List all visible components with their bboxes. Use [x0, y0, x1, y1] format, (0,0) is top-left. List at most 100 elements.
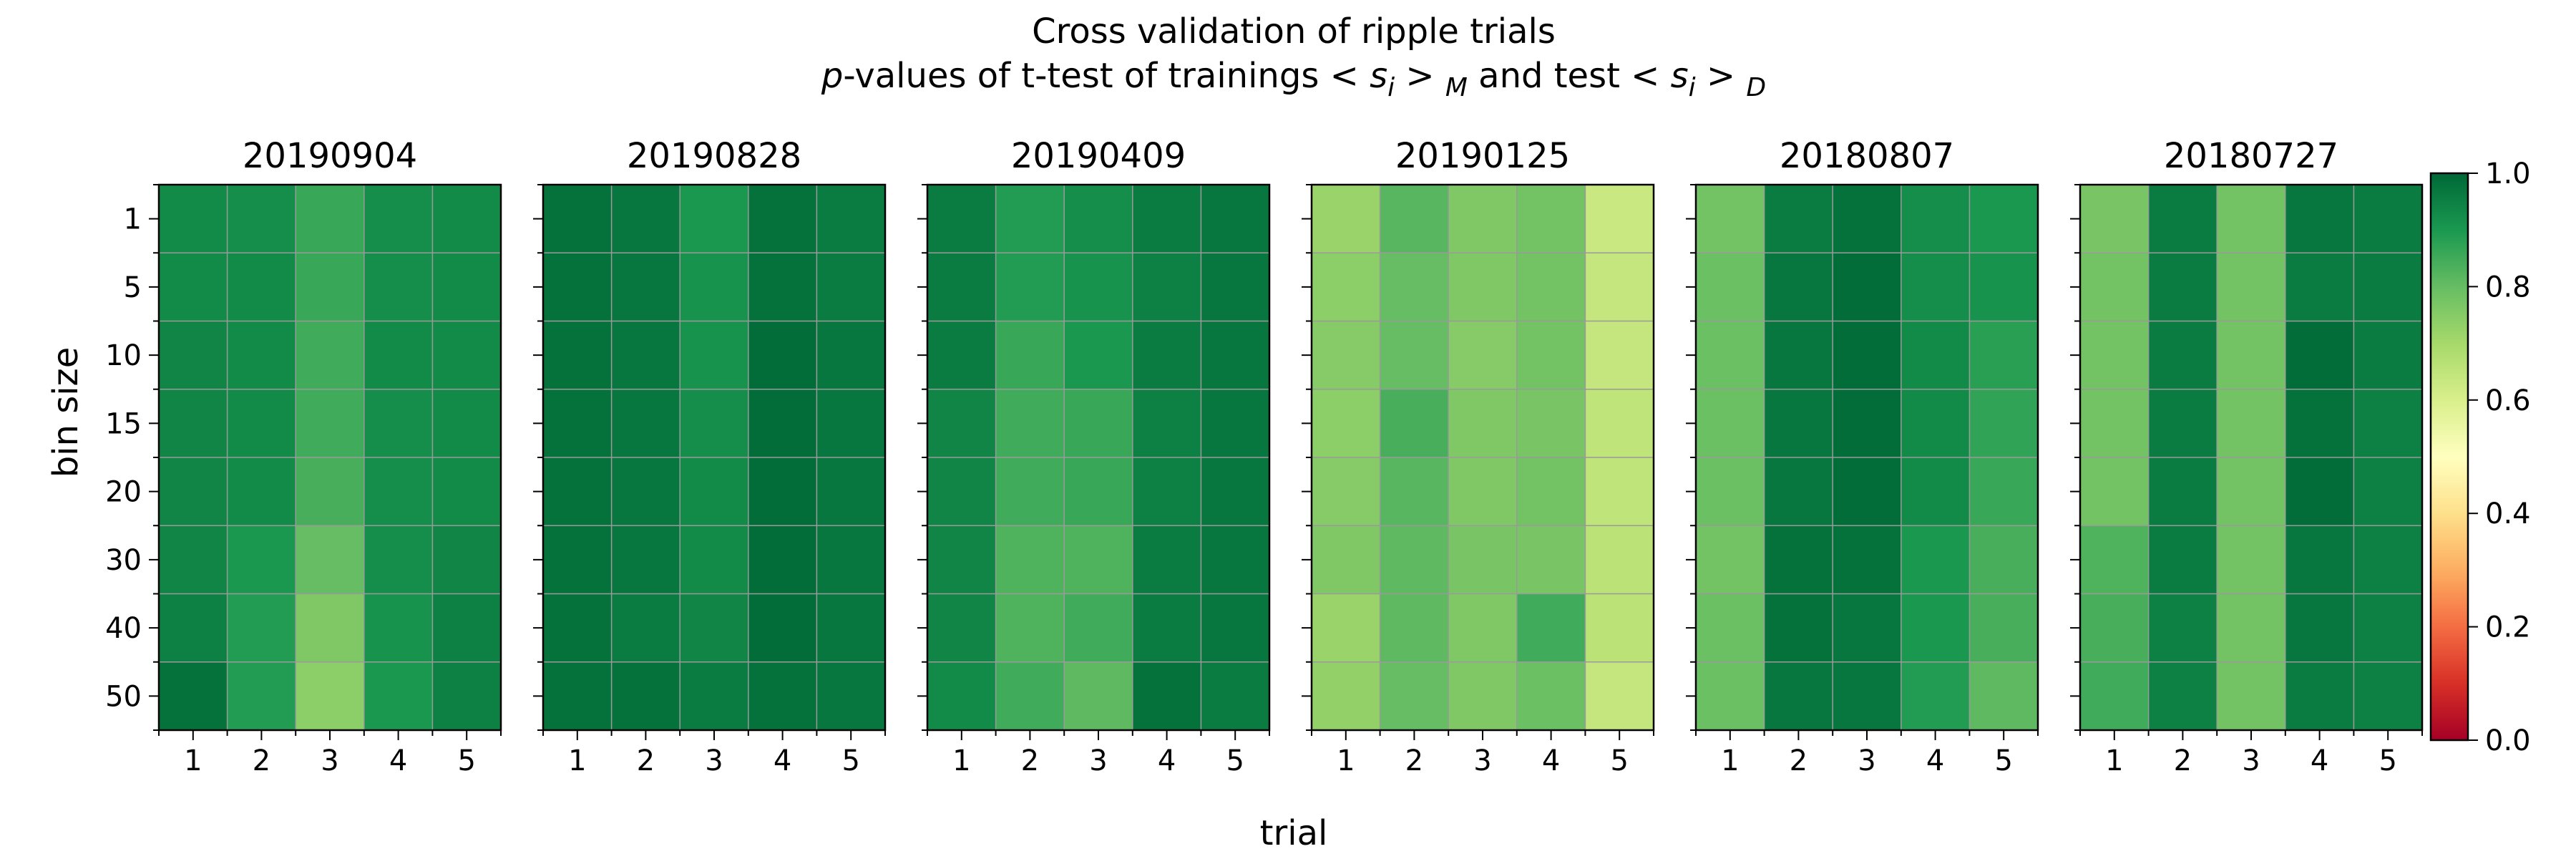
heatmap-cell	[748, 321, 817, 390]
heatmap-cell	[2353, 661, 2423, 731]
heatmap-cell	[748, 185, 817, 253]
x-tick-label: 4	[389, 744, 407, 777]
heatmap-cell	[1585, 457, 1654, 526]
heatmap-cell	[1764, 593, 1833, 663]
y-tick-label: 50	[105, 680, 142, 713]
x-tick-label: 1	[184, 744, 202, 777]
heatmap-cell	[2217, 389, 2286, 458]
heatmap-cell	[1201, 593, 1270, 663]
heatmap-cell	[1696, 389, 1765, 458]
panel-title: 20180727	[2164, 136, 2338, 176]
x-tick-label: 5	[1994, 744, 2012, 777]
heatmap-cell	[1833, 389, 1902, 458]
panel-title: 20190125	[1395, 136, 1570, 176]
heatmap-cell	[2217, 185, 2286, 253]
heatmap-cell	[927, 457, 997, 526]
heatmap-cell	[748, 525, 817, 594]
heatmap-cell	[1064, 525, 1133, 594]
heatmap-cell	[680, 457, 749, 526]
heatmap-cell	[1696, 525, 1765, 594]
panel-title: 20190828	[627, 136, 801, 176]
heatmap-cell	[1064, 253, 1133, 321]
heatmap-cell	[995, 457, 1065, 526]
x-tick-label: 3	[1858, 744, 1875, 777]
heatmap-cell	[1064, 321, 1133, 390]
heatmap-cell	[432, 253, 502, 321]
heatmap-cell	[680, 525, 749, 594]
subtitle-part: p	[821, 56, 843, 96]
heatmap-cell	[1901, 389, 1970, 458]
heatmap-cell	[2217, 457, 2286, 526]
x-tick-label: 5	[841, 744, 859, 777]
heatmap-panel: 20190409 1 2 3 4 5	[917, 136, 1271, 777]
heatmap-cell	[1132, 185, 1201, 253]
heatmap-cell	[927, 253, 997, 321]
heatmap-cell	[1764, 457, 1833, 526]
heatmap-cell	[159, 389, 228, 458]
heatmap-cell	[1696, 185, 1765, 253]
heatmap-cell	[543, 185, 613, 253]
chart-subtitle: p-values of t-test of trainings < si > M…	[821, 56, 1766, 102]
heatmap-cell	[227, 661, 296, 731]
heatmap-cell	[1764, 185, 1833, 253]
heatmap-cell	[1064, 185, 1133, 253]
heatmap-cell	[296, 253, 365, 321]
heatmap-cell	[2080, 185, 2150, 253]
heatmap-cell	[159, 457, 228, 526]
subtitle-part: D	[1746, 73, 1766, 102]
heatmap-cell	[543, 525, 613, 594]
heatmap-cell	[680, 253, 749, 321]
heatmap-cell	[2285, 593, 2354, 663]
heatmap-cell	[1969, 457, 2039, 526]
heatmap-cell	[1448, 525, 1518, 594]
heatmap-cell	[995, 389, 1065, 458]
heatmap-cell	[227, 185, 296, 253]
heatmap-cell	[2353, 253, 2423, 321]
heatmap-cell	[2285, 321, 2354, 390]
heatmap-cell	[1448, 661, 1518, 731]
heatmap-cell	[1448, 593, 1518, 663]
heatmap-cell	[227, 593, 296, 663]
x-tick-label: 4	[774, 744, 791, 777]
heatmap-cell	[995, 661, 1065, 731]
x-tick-label: 1	[1337, 744, 1355, 777]
heatmap-cell	[1833, 593, 1902, 663]
heatmap-cell	[159, 253, 228, 321]
heatmap-cell	[1201, 185, 1270, 253]
x-tick-label: 2	[253, 744, 270, 777]
heatmap-cell	[1132, 321, 1201, 390]
heatmap-cell	[1901, 457, 1970, 526]
heatmap-cell	[2217, 253, 2286, 321]
heatmap-cell	[1833, 661, 1902, 731]
x-tick-label: 3	[1089, 744, 1107, 777]
heatmap-cell	[927, 185, 997, 253]
heatmap-cell	[2285, 457, 2354, 526]
heatmap-cell	[611, 525, 680, 594]
heatmap-cell	[1312, 661, 1381, 731]
chart-title: Cross validation of ripple trials	[1032, 11, 1556, 52]
heatmap-cell	[227, 457, 296, 526]
heatmap-cell	[2080, 389, 2150, 458]
heatmap-cell	[611, 389, 680, 458]
heatmap-cell	[1132, 389, 1201, 458]
heatmap-cell	[1516, 525, 1586, 594]
heatmap-cell	[1312, 185, 1381, 253]
heatmap-cell	[816, 525, 886, 594]
colorbar-tick-label: 0.6	[2485, 384, 2531, 417]
heatmap-cell	[1833, 185, 1902, 253]
heatmap-cell	[2148, 253, 2218, 321]
heatmap-cell	[1064, 389, 1133, 458]
heatmap-cell	[2353, 389, 2423, 458]
heatmap-cell	[748, 253, 817, 321]
x-tick-label: 2	[1790, 744, 1807, 777]
heatmap-cell	[2285, 389, 2354, 458]
heatmap-cell	[1516, 185, 1586, 253]
colorbar-gradient	[2429, 172, 2469, 742]
heatmap-cell	[1969, 593, 2039, 663]
heatmap-cell	[1201, 389, 1270, 458]
heatmap-cell	[1696, 457, 1765, 526]
heatmap-cell	[543, 321, 613, 390]
heatmap-cell	[680, 321, 749, 390]
x-tick-label: 3	[2242, 744, 2260, 777]
